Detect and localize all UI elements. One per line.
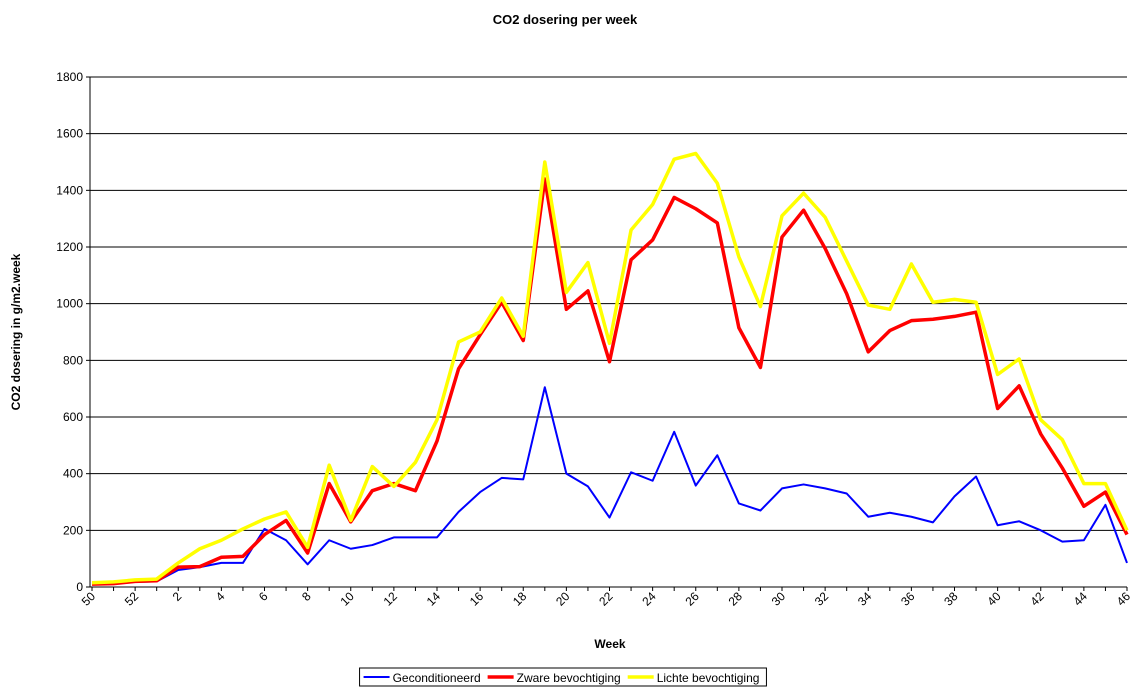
x-tick-label: 38 [941,589,961,609]
x-tick-label: 34 [855,589,875,609]
y-axis-label: CO2 dosering in g/m2.week [9,253,23,410]
x-tick-label: 10 [338,589,358,609]
x-tick-label: 20 [553,589,573,609]
y-tick-label: 200 [63,523,83,537]
x-tick-label: 42 [1028,589,1048,609]
x-tick-label: 28 [726,589,746,609]
x-tick-label: 14 [424,589,444,609]
y-tick-label: 1200 [56,240,83,254]
x-tick-label: 6 [256,589,271,604]
x-tick-label: 30 [769,589,789,609]
x-tick-label: 18 [510,589,530,609]
x-tick-label: 52 [122,589,142,609]
x-tick-label: 12 [381,589,401,609]
x-tick-label: 32 [812,589,832,609]
legend-box [359,667,767,687]
legend: Geconditioneerd Zware bevochtiging Lichte … [359,667,767,687]
x-axis-label: Week [594,637,625,651]
y-tick-label: 400 [63,467,83,481]
legend-label: Lichte bevochtiging [657,671,760,685]
legend-label: Geconditioneerd [393,671,481,685]
y-tick-label: 1800 [56,70,83,84]
x-tick-label: 44 [1071,589,1091,609]
data-line [91,151,1129,585]
x-tick-label: 4 [213,589,228,604]
y-tick-label: 0 [76,580,83,594]
x-tick-label: 46 [1114,589,1130,609]
data-line [91,177,1129,586]
legend-label: Zware bevochtiging [517,671,621,685]
x-tick-label: 36 [898,589,918,609]
x-tick-label: 2 [170,589,185,604]
x-tick-label: 8 [299,589,314,604]
x-tick-label: 22 [596,589,616,609]
data-line [91,386,1128,586]
y-tick-label: 800 [63,353,83,367]
x-tick-label: 26 [683,589,703,609]
x-tick-label: 16 [467,589,487,609]
y-tick-label: 1000 [56,297,83,311]
y-tick-label: 1400 [56,183,83,197]
x-tick-label: 24 [639,589,659,609]
chart-title: CO2 dosering per week [493,12,638,27]
x-tick-label: 40 [984,589,1004,609]
y-tick-label: 1600 [56,127,83,141]
y-tick-label: 600 [63,410,83,424]
